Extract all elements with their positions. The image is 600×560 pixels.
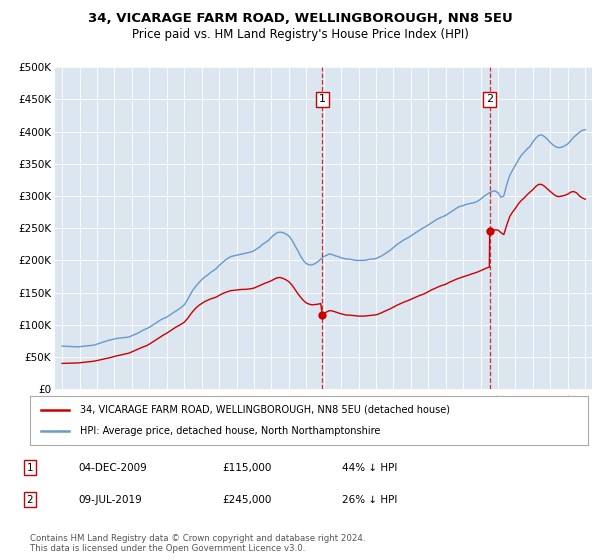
Text: 09-JUL-2019: 09-JUL-2019 — [78, 494, 142, 505]
Text: 1: 1 — [319, 95, 326, 104]
Text: 04-DEC-2009: 04-DEC-2009 — [78, 463, 147, 473]
Text: £115,000: £115,000 — [222, 463, 271, 473]
Text: 34, VICARAGE FARM ROAD, WELLINGBOROUGH, NN8 5EU: 34, VICARAGE FARM ROAD, WELLINGBOROUGH, … — [88, 12, 512, 25]
Text: 2: 2 — [26, 494, 34, 505]
Text: £245,000: £245,000 — [222, 494, 271, 505]
Text: Price paid vs. HM Land Registry's House Price Index (HPI): Price paid vs. HM Land Registry's House … — [131, 28, 469, 41]
Text: 26% ↓ HPI: 26% ↓ HPI — [342, 494, 397, 505]
Text: Contains HM Land Registry data © Crown copyright and database right 2024.
This d: Contains HM Land Registry data © Crown c… — [30, 534, 365, 553]
Text: 2: 2 — [486, 95, 493, 104]
Text: HPI: Average price, detached house, North Northamptonshire: HPI: Average price, detached house, Nort… — [80, 426, 380, 436]
Text: 34, VICARAGE FARM ROAD, WELLINGBOROUGH, NN8 5EU (detached house): 34, VICARAGE FARM ROAD, WELLINGBOROUGH, … — [80, 405, 450, 415]
Text: 44% ↓ HPI: 44% ↓ HPI — [342, 463, 397, 473]
Text: 1: 1 — [26, 463, 34, 473]
